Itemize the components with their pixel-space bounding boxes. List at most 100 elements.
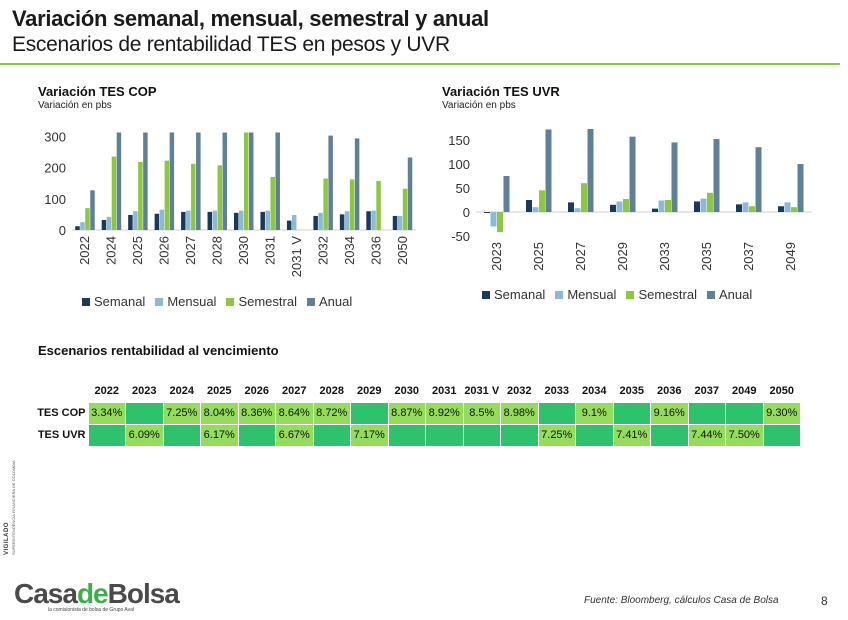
cop-xtick-label: 2027 (183, 236, 198, 265)
table-cell (87, 423, 126, 447)
logo-part-de: de (76, 578, 109, 609)
cop-bar-semestral (164, 160, 170, 230)
table-row-label: TES COP (37, 407, 86, 419)
table-year-header: 2027 (282, 384, 307, 397)
uvr-bar-anual (545, 129, 552, 212)
table-cell: 8.87% (387, 401, 426, 425)
table-cell: 6.17% (200, 423, 239, 447)
cop-legend-label: Anual (318, 294, 353, 309)
cop-ytick-label: 100 (44, 192, 66, 207)
cop-xtick-label: 2024 (104, 236, 119, 265)
table-year-header: 2026 (244, 384, 269, 397)
uvr-bar-anual (755, 147, 762, 212)
uvr-legend-swatch (626, 290, 635, 299)
table-year-header: 2030 (394, 384, 419, 397)
cop-bar-semanal (234, 212, 239, 230)
cop-bar-semestral (402, 188, 408, 230)
cop-bar-mensual (291, 215, 297, 230)
cop-legend-swatch (306, 297, 315, 306)
table-cell: 8.92% (425, 401, 464, 425)
table-cell (162, 423, 201, 447)
cop-legend-swatch (82, 297, 90, 306)
table-row: TES COP 3.34% 7.25% 8.04% 8.36% 8.64% 8.72% 8.8… (34, 401, 801, 425)
cop-bar-mensual (159, 209, 165, 230)
table-year-header: 2031 (432, 384, 457, 397)
uvr-xtick-label: 2023 (489, 242, 504, 271)
cop-xtick-label: 2034 (342, 236, 357, 265)
cop-bar-semestral (191, 163, 196, 230)
cop-bar-anual (354, 138, 360, 230)
uvr-ytick-label: 100 (448, 157, 470, 172)
cop-bar-semanal (128, 215, 133, 230)
cop-xtick-label: 2032 (315, 236, 330, 265)
uvr-legend-swatch (482, 290, 490, 299)
uvr-legend-label: Semestral (638, 287, 697, 302)
cop-legend-item-semanal: Semanal (82, 294, 145, 309)
uvr-bar-anual (503, 176, 510, 212)
uvr-legend-label: Semanal (494, 287, 546, 302)
table-cell (650, 423, 689, 447)
table-year-header: 2022 (94, 384, 119, 397)
cop-ytick-label: 300 (44, 129, 66, 144)
table-cell (612, 401, 651, 425)
table-year-header: 2049 (732, 384, 757, 397)
logo-tagline: la comisionista de bolsa de Grupo Aval (48, 607, 135, 613)
uvr-bar-semestral (581, 183, 587, 212)
uvr-bar-mensual (742, 202, 749, 212)
cop-bar-semanal (313, 215, 318, 230)
uvr-bar-semestral (665, 200, 671, 212)
uvr-legend-swatch (706, 290, 715, 299)
uvr-bar-mensual (490, 212, 497, 227)
uvr-bar-semanal (652, 208, 658, 212)
cop-bar-semestral (138, 161, 143, 230)
cop-bar-semanal (181, 211, 186, 230)
table-cell: 3.34% (87, 401, 126, 425)
cop-bar-semestral (323, 178, 328, 230)
table-year-header: 2028 (319, 384, 344, 397)
table-cell: 8.64% (275, 401, 314, 425)
table-year-header: 2032 (507, 384, 532, 397)
table-row-label: TES UVR (37, 429, 86, 441)
cop-bar-semanal (207, 211, 213, 230)
table-cell: 7.17% (350, 423, 389, 447)
table-year-header: 2025 (207, 384, 232, 397)
uvr-ytick-label: 150 (448, 133, 470, 148)
cop-ytick-label: 0 (59, 223, 66, 238)
uvr-bar-semanal (484, 212, 490, 213)
table-year-header: 2031 V (464, 384, 500, 397)
table-cell (425, 423, 464, 447)
cop-bar-semanal (75, 226, 80, 230)
cop-chart-title: Variación TES COP (38, 84, 157, 99)
uvr-ytick-label: 0 (463, 205, 470, 220)
yield-scenarios-table: 2022 2023 2024 2025 2026 2027 2028 2029 2030 2031… (34, 380, 801, 447)
uvr-legend-label: Anual (718, 287, 753, 302)
table-year-header: 2037 (694, 384, 719, 397)
table-cell (387, 423, 426, 447)
cop-bar-anual (116, 132, 122, 230)
uvr-xtick-label: 2037 (741, 242, 756, 271)
table-cell: 7.25% (537, 423, 576, 447)
table-year-header: 2023 (132, 384, 157, 397)
cop-xtick-label: 2022 (77, 236, 92, 265)
cop-bar-semestral (85, 208, 90, 230)
cop-bar-semanal (101, 220, 107, 230)
table-year-header: 2034 (582, 384, 607, 397)
page-subtitle: Escenarios de rentabilidad TES en pesos … (12, 33, 450, 56)
table-year-header: 2024 (169, 384, 194, 397)
table-title: Escenarios rentabilidad al vencimiento (38, 343, 279, 358)
uvr-xtick-label: 2025 (531, 242, 546, 271)
table-header-row: 2022 2023 2024 2025 2026 2027 2028 2029 2030 2031… (34, 380, 801, 402)
cop-legend-label: Semanal (94, 294, 146, 309)
table-cell: 9.30% (762, 401, 801, 425)
uvr-xtick-label: 2033 (657, 242, 672, 271)
uvr-legend-item-semestral: Semestral (626, 287, 697, 302)
cop-xtick-label: 2028 (210, 236, 225, 265)
cop-bar-mensual (371, 210, 376, 230)
cop-xtick-label: 2031 (262, 236, 277, 265)
table-cell (350, 401, 389, 425)
uvr-bar-semestral (497, 212, 503, 233)
uvr-legend-item-mensual: Mensual (555, 287, 616, 302)
uvr-bar-semestral (623, 199, 629, 212)
uvr-bar-anual (629, 136, 636, 212)
cop-xtick-label: 2025 (130, 236, 145, 265)
